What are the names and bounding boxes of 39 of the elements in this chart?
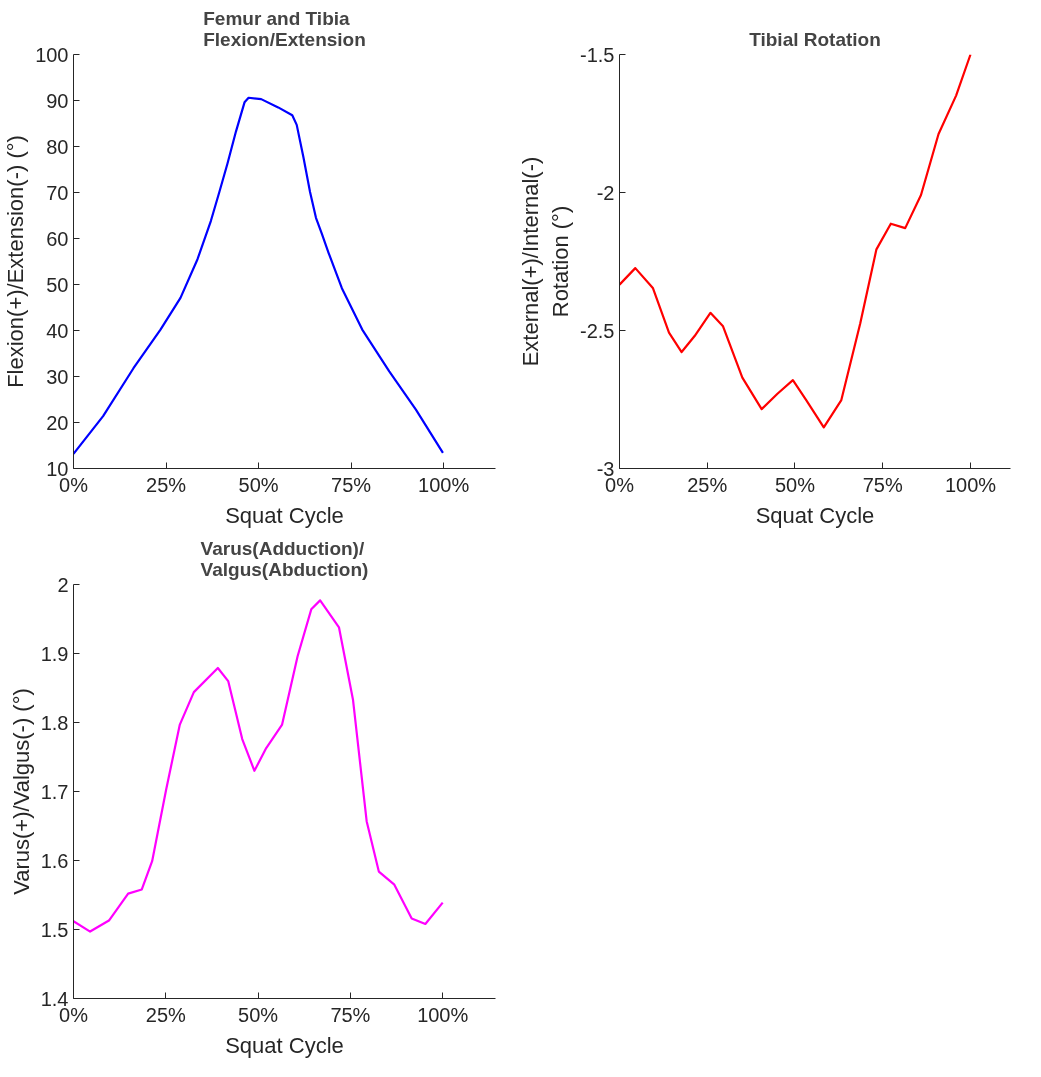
x-tick-label: 25% — [687, 473, 728, 496]
y-tick-label: 1.6 — [40, 849, 69, 872]
y-tick-label: 2 — [57, 573, 69, 596]
chart-title: Varus(Adduction)/ Valgus(Abduction) — [200, 537, 369, 580]
y-axis-title: Flexion(+)/Extension(-) (°) — [3, 135, 29, 388]
y-tick-label: 1.8 — [40, 711, 69, 734]
y-tick-label: 1.9 — [40, 642, 69, 665]
x-tick-label: 50% — [238, 473, 279, 496]
y-axis-title: Varus(+)/Valgus(-) (°) — [8, 688, 34, 895]
chart-title: Tibial Rotation — [749, 28, 881, 50]
x-tick-label: 75% — [331, 473, 372, 496]
y-tick-label: 1.5 — [40, 918, 69, 941]
x-axis-title: Squat Cycle — [225, 1032, 344, 1058]
x-tick-label: 100% — [418, 473, 470, 496]
y-tick-label: 100 — [35, 43, 69, 66]
y-tick-label: 90 — [46, 89, 69, 112]
y-tick-label: 30 — [46, 365, 69, 388]
y-tick-label: 20 — [46, 411, 69, 434]
y-tick-label: -2 — [596, 181, 615, 204]
x-tick-label: 50% — [238, 1003, 279, 1026]
y-tick-label: -2.5 — [580, 319, 615, 342]
x-tick-label: 25% — [146, 473, 187, 496]
x-tick-label: 25% — [145, 1003, 187, 1026]
x-tick-label: 50% — [774, 473, 816, 496]
y-tick-label: 80 — [46, 135, 69, 158]
y-axis-title: External(+)/Internal(-) Rotation (°) — [518, 156, 574, 367]
x-tick-label: 75% — [862, 473, 903, 496]
y-tick-label: 60 — [46, 227, 69, 250]
chart-title: Femur and Tibia Flexion/Extension — [203, 7, 366, 50]
x-axis-title: Squat Cycle — [225, 502, 344, 528]
y-tick-label: 40 — [46, 319, 69, 342]
y-tick-label: -1.5 — [580, 43, 615, 66]
y-tick-label: 1.7 — [40, 780, 69, 803]
x-axis-title: Squat Cycle — [755, 502, 875, 528]
x-tick-label: 100% — [417, 1003, 469, 1026]
x-tick-label: 75% — [330, 1003, 371, 1026]
x-tick-label: 100% — [944, 473, 997, 496]
y-tick-label: 70 — [46, 181, 69, 204]
y-tick-label: 50 — [46, 273, 69, 296]
